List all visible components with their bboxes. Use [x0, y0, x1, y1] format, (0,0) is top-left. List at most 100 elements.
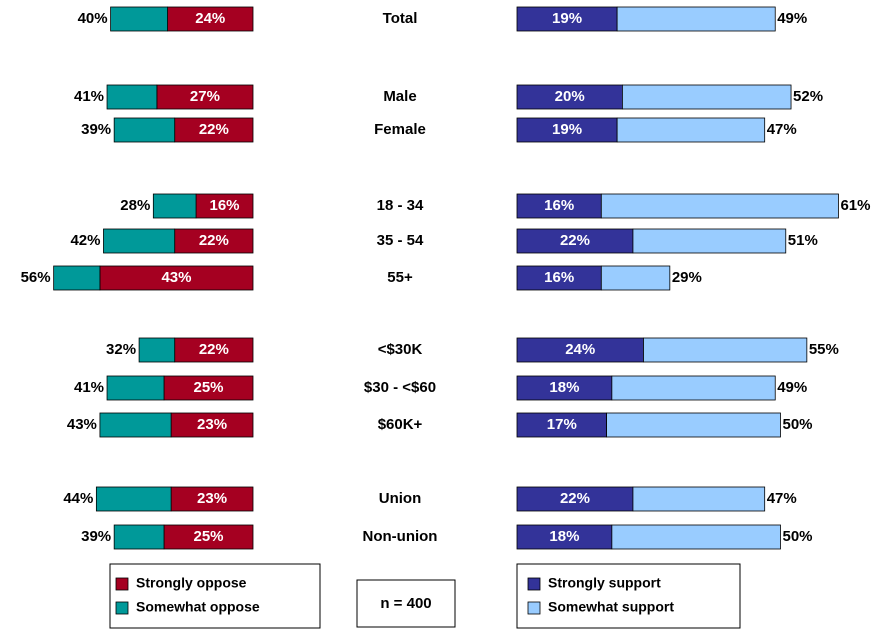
value-label: 22% — [199, 121, 229, 138]
bar-segment — [163, 524, 254, 550]
category-label: Non-union — [363, 528, 438, 545]
legend-swatch — [527, 577, 541, 591]
bar-segment — [167, 6, 254, 32]
value-label: 19% — [552, 10, 582, 27]
total-label: 50% — [783, 528, 813, 545]
bar-segment — [622, 84, 792, 110]
total-label: 49% — [777, 379, 807, 396]
bar-segment — [174, 337, 254, 363]
value-label: 23% — [197, 416, 227, 433]
bar-segment — [156, 84, 254, 110]
bar-segment — [516, 524, 613, 550]
legend-box — [516, 563, 741, 629]
value-label: 25% — [193, 379, 223, 396]
value-label: 27% — [190, 88, 220, 105]
bar-segment — [516, 265, 602, 291]
bar-segment — [106, 84, 158, 110]
total-label: 55% — [809, 341, 839, 358]
total-label: 56% — [21, 269, 51, 286]
bar-segment — [516, 486, 634, 512]
note-box — [356, 579, 456, 628]
bar-segment — [643, 337, 808, 363]
total-label: 32% — [106, 341, 136, 358]
value-label: 24% — [195, 10, 225, 27]
bar-segment — [611, 524, 781, 550]
category-label: Female — [374, 121, 426, 138]
bar-segment — [113, 524, 165, 550]
bar-segment — [600, 193, 839, 219]
value-label: 19% — [552, 121, 582, 138]
bar-segment — [113, 117, 176, 143]
bar-segment — [516, 117, 618, 143]
category-label: 18 - 34 — [377, 197, 424, 214]
total-label: 47% — [767, 121, 797, 138]
bar-segment — [99, 265, 254, 291]
bar-segment — [152, 193, 197, 219]
category-label: $30 - <$60 — [364, 379, 436, 396]
value-label: 25% — [193, 528, 223, 545]
category-label: <$30K — [378, 341, 423, 358]
total-label: 50% — [783, 416, 813, 433]
value-label: 22% — [560, 490, 590, 507]
total-label: 61% — [840, 197, 870, 214]
legend-swatch — [115, 601, 129, 615]
bar-segment — [103, 228, 176, 254]
category-label: $60K+ — [378, 416, 423, 433]
bar-segment — [606, 412, 781, 438]
value-label: 22% — [199, 232, 229, 249]
value-label: 17% — [547, 416, 577, 433]
total-label: 51% — [788, 232, 818, 249]
category-label: Total — [383, 10, 418, 27]
bar-segment — [516, 6, 618, 32]
bar-segment — [632, 486, 766, 512]
bar-segment — [53, 265, 101, 291]
note: n = 400 — [380, 595, 431, 612]
total-label: 39% — [81, 121, 111, 138]
legend-label: Somewhat oppose — [136, 599, 260, 615]
bar-segment — [516, 412, 607, 438]
value-label: 18% — [549, 528, 579, 545]
total-label: 47% — [767, 490, 797, 507]
bar-segment — [611, 375, 776, 401]
total-label: 44% — [63, 490, 93, 507]
legend-label: Strongly support — [548, 575, 661, 591]
total-label: 49% — [777, 10, 807, 27]
legend-label: Somewhat support — [548, 599, 674, 615]
bar-segment — [138, 337, 176, 363]
total-label: 43% — [67, 416, 97, 433]
bar-segment — [170, 486, 254, 512]
value-label: 43% — [161, 269, 191, 286]
total-label: 39% — [81, 528, 111, 545]
bar-segment — [632, 228, 787, 254]
value-label: 22% — [199, 341, 229, 358]
value-label: 18% — [549, 379, 579, 396]
bar-segment — [516, 193, 602, 219]
value-label: 16% — [210, 197, 240, 214]
total-label: 29% — [672, 269, 702, 286]
bar-segment — [600, 265, 671, 291]
total-label: 41% — [74, 379, 104, 396]
bar-segment — [106, 375, 165, 401]
legend-box — [109, 563, 321, 629]
bar-segment — [516, 375, 613, 401]
total-label: 40% — [78, 10, 108, 27]
total-label: 52% — [793, 88, 823, 105]
value-label: 23% — [197, 490, 227, 507]
bar-segment — [616, 6, 776, 32]
value-label: 16% — [544, 269, 574, 286]
value-label: 16% — [544, 197, 574, 214]
bar-segment — [99, 412, 172, 438]
value-label: 22% — [560, 232, 590, 249]
total-label: 42% — [70, 232, 100, 249]
bar-segment — [95, 486, 172, 512]
bar-segment — [516, 84, 623, 110]
category-label: Male — [383, 88, 416, 105]
category-label: 55+ — [387, 269, 413, 286]
category-label: 35 - 54 — [377, 232, 424, 249]
total-label: 28% — [120, 197, 150, 214]
legend-swatch — [115, 577, 129, 591]
category-label: Union — [379, 490, 422, 507]
total-label: 41% — [74, 88, 104, 105]
value-label: 24% — [565, 341, 595, 358]
